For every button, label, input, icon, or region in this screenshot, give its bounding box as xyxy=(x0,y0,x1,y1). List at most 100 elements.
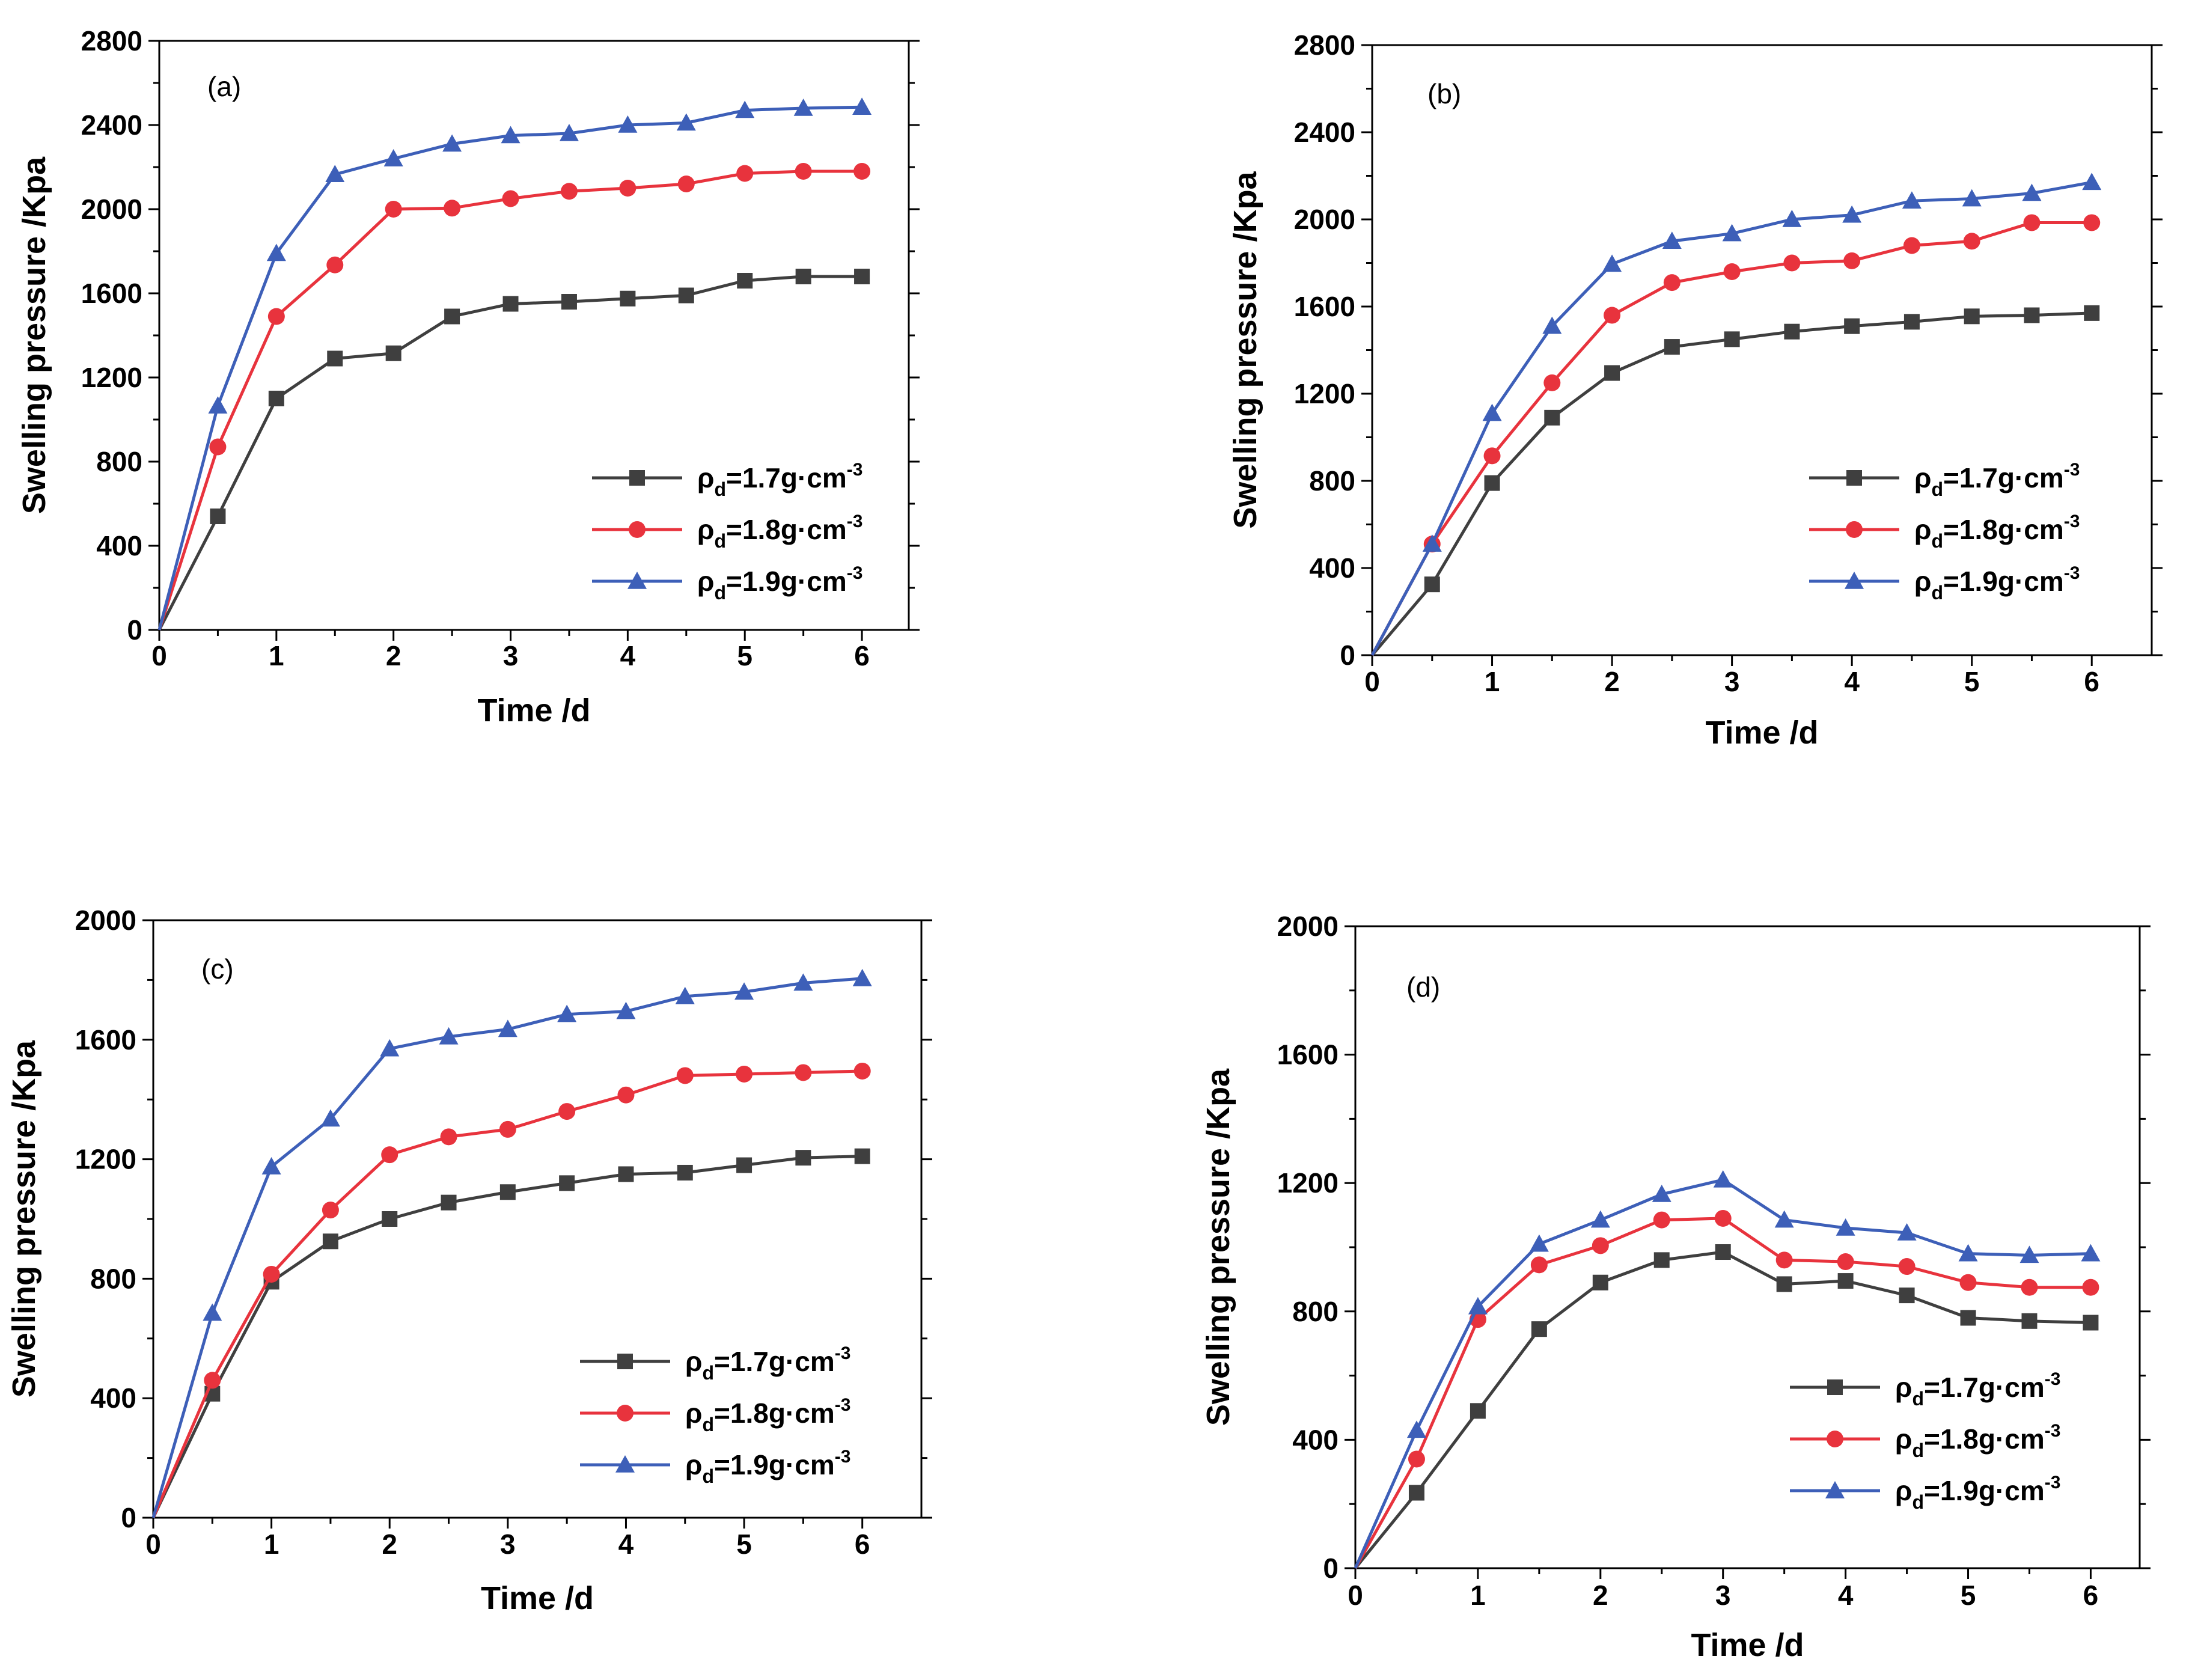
data-point xyxy=(1482,403,1502,421)
data-point xyxy=(677,1164,693,1181)
data-point xyxy=(1484,475,1500,491)
data-point xyxy=(385,201,402,218)
data-point xyxy=(675,986,695,1004)
y-tick-label: 0 xyxy=(127,614,142,646)
data-point xyxy=(267,308,285,325)
legend-superscript: -3 xyxy=(835,1395,851,1415)
legend-marker xyxy=(1846,521,1863,538)
legend-subscript: d xyxy=(702,1465,714,1487)
data-point xyxy=(2019,1245,2039,1263)
data-point xyxy=(1408,1450,1425,1468)
data-point xyxy=(618,1166,634,1182)
legend-marker xyxy=(617,1405,633,1422)
legend-rho: ρ xyxy=(697,514,714,545)
data-point xyxy=(1663,274,1681,292)
legend-marker xyxy=(627,572,647,589)
data-point xyxy=(1468,1297,1488,1315)
data-point xyxy=(499,1120,516,1138)
series-line xyxy=(157,105,862,631)
data-point xyxy=(1604,365,1620,381)
data-point xyxy=(261,1157,281,1174)
data-point xyxy=(2081,1244,2101,1262)
x-tick-label: 0 xyxy=(1364,666,1380,697)
data-point xyxy=(1714,1209,1732,1227)
legend-superscript: -3 xyxy=(847,563,863,583)
data-point xyxy=(1653,1211,1670,1229)
y-tick-label: 0 xyxy=(1323,1553,1339,1584)
x-tick-label: 6 xyxy=(854,640,870,671)
legend-text: =1.8g·cm xyxy=(714,1397,835,1429)
data-point xyxy=(1406,1420,1426,1438)
x-tick-label: 3 xyxy=(1715,1580,1731,1611)
x-tick-label: 3 xyxy=(503,640,519,671)
x-tick-label: 3 xyxy=(500,1529,516,1560)
data-point xyxy=(1604,307,1621,324)
y-tick-label: 1600 xyxy=(81,278,142,309)
data-point xyxy=(853,1062,871,1080)
data-point xyxy=(678,287,694,304)
data-point xyxy=(1544,409,1560,426)
data-point xyxy=(2024,307,2040,323)
y-tick-label: 400 xyxy=(1309,552,1355,584)
data-point xyxy=(1590,1210,1610,1228)
data-point xyxy=(1723,263,1741,280)
data-point xyxy=(502,190,519,207)
data-point xyxy=(1715,1244,1731,1260)
chart-c: 0 1 2 3 4 5 6 0 400 800 1200 1600 2000 Time /d Swellin… xyxy=(6,905,932,1616)
data-point xyxy=(677,176,695,192)
data-point xyxy=(1897,1223,1917,1241)
legend-marker xyxy=(1827,1379,1843,1395)
data-point xyxy=(620,290,636,307)
data-point xyxy=(266,243,286,261)
legend-superscript: -3 xyxy=(847,512,863,531)
data-point xyxy=(853,163,871,180)
legend-subscript: d xyxy=(1912,1440,1924,1461)
legend-label: ρd=1.8g·cm-3 xyxy=(1914,512,2080,552)
y-tick-label: 0 xyxy=(121,1502,136,1533)
legend-rho: ρ xyxy=(1914,566,1931,597)
data-point xyxy=(502,296,519,312)
data-point xyxy=(619,180,637,197)
y-tick-label: 2800 xyxy=(1294,29,1355,61)
y-tick-label: 2000 xyxy=(75,905,136,936)
data-point xyxy=(2082,1278,2099,1296)
y-tick-label: 800 xyxy=(90,1263,136,1294)
data-point xyxy=(263,1265,280,1283)
data-point xyxy=(561,294,577,310)
legend-text: =1.9g·cm xyxy=(726,566,847,597)
data-point xyxy=(2082,173,2102,191)
data-point xyxy=(736,1157,753,1173)
data-point xyxy=(1775,1251,1793,1269)
data-point xyxy=(1422,534,1442,552)
y-tick-label: 2000 xyxy=(81,194,142,225)
data-point xyxy=(2083,214,2101,231)
y-axis-label: Swelling pressure /Kpa xyxy=(1227,171,1263,528)
series-line xyxy=(151,977,862,1518)
legend-label: ρd=1.7g·cm-3 xyxy=(697,460,862,500)
legend-rho: ρ xyxy=(685,1397,702,1429)
data-point xyxy=(1784,323,1800,340)
legend-rho: ρ xyxy=(697,566,714,597)
data-point xyxy=(2021,1278,2038,1296)
data-point xyxy=(558,1103,576,1120)
data-point xyxy=(1652,1184,1671,1202)
panel-label: (d) xyxy=(1406,971,1440,1003)
legend: ρd=1.7g·cm-3ρd=1.8g·cm-3ρd=1.9g·cm-3 xyxy=(1790,1369,2060,1513)
y-tick-label: 1600 xyxy=(75,1024,136,1055)
y-axis-label: Swelling pressure /Kpa xyxy=(16,156,52,514)
data-point xyxy=(382,1211,398,1227)
data-point xyxy=(1664,339,1680,355)
data-point xyxy=(1774,1210,1794,1228)
x-tick-label: 6 xyxy=(855,1529,870,1560)
data-point xyxy=(2083,1315,2099,1331)
legend-rho: ρ xyxy=(1914,462,1931,493)
legend-rho: ρ xyxy=(1895,1423,1912,1455)
data-point xyxy=(2084,305,2100,321)
data-point xyxy=(1724,331,1740,347)
y-tick-label: 1200 xyxy=(1277,1167,1339,1199)
data-point xyxy=(203,1303,222,1321)
data-point xyxy=(852,97,872,115)
data-point xyxy=(209,438,227,456)
data-point xyxy=(616,1001,636,1019)
legend: ρd=1.7g·cm-3ρd=1.8g·cm-3ρd=1.9g·cm-3 xyxy=(1809,460,2080,603)
